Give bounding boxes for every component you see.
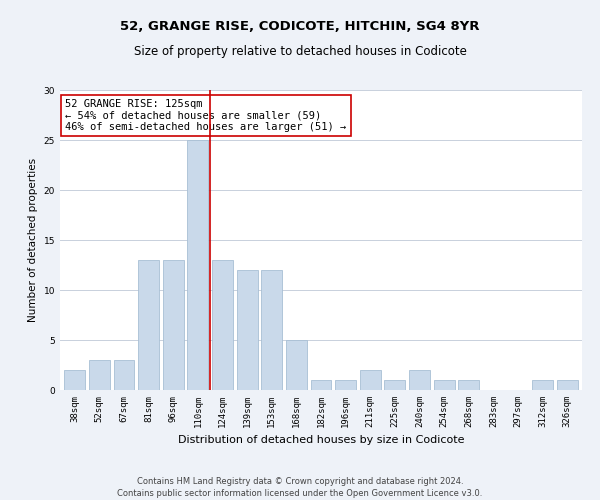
Bar [335,380,356,390]
Bar [113,360,134,390]
Text: Contains HM Land Registry data © Crown copyright and database right 2024.
Contai: Contains HM Land Registry data © Crown c… [118,476,482,498]
Bar [187,140,208,390]
Bar [434,380,455,390]
Text: Size of property relative to detached houses in Codicote: Size of property relative to detached ho… [134,45,466,58]
Bar [138,260,159,390]
Bar [286,340,307,390]
Bar [458,380,479,390]
Bar [360,370,381,390]
Text: 52, GRANGE RISE, CODICOTE, HITCHIN, SG4 8YR: 52, GRANGE RISE, CODICOTE, HITCHIN, SG4 … [120,20,480,33]
Bar [163,260,184,390]
Bar [409,370,430,390]
Bar [385,380,406,390]
Bar [532,380,553,390]
Bar [64,370,85,390]
Bar [236,270,257,390]
Bar [212,260,233,390]
Bar [261,270,282,390]
Bar [311,380,331,390]
Bar [89,360,110,390]
Y-axis label: Number of detached properties: Number of detached properties [28,158,38,322]
Text: 52 GRANGE RISE: 125sqm
← 54% of detached houses are smaller (59)
46% of semi-det: 52 GRANGE RISE: 125sqm ← 54% of detached… [65,99,346,132]
X-axis label: Distribution of detached houses by size in Codicote: Distribution of detached houses by size … [178,436,464,446]
Bar [557,380,578,390]
